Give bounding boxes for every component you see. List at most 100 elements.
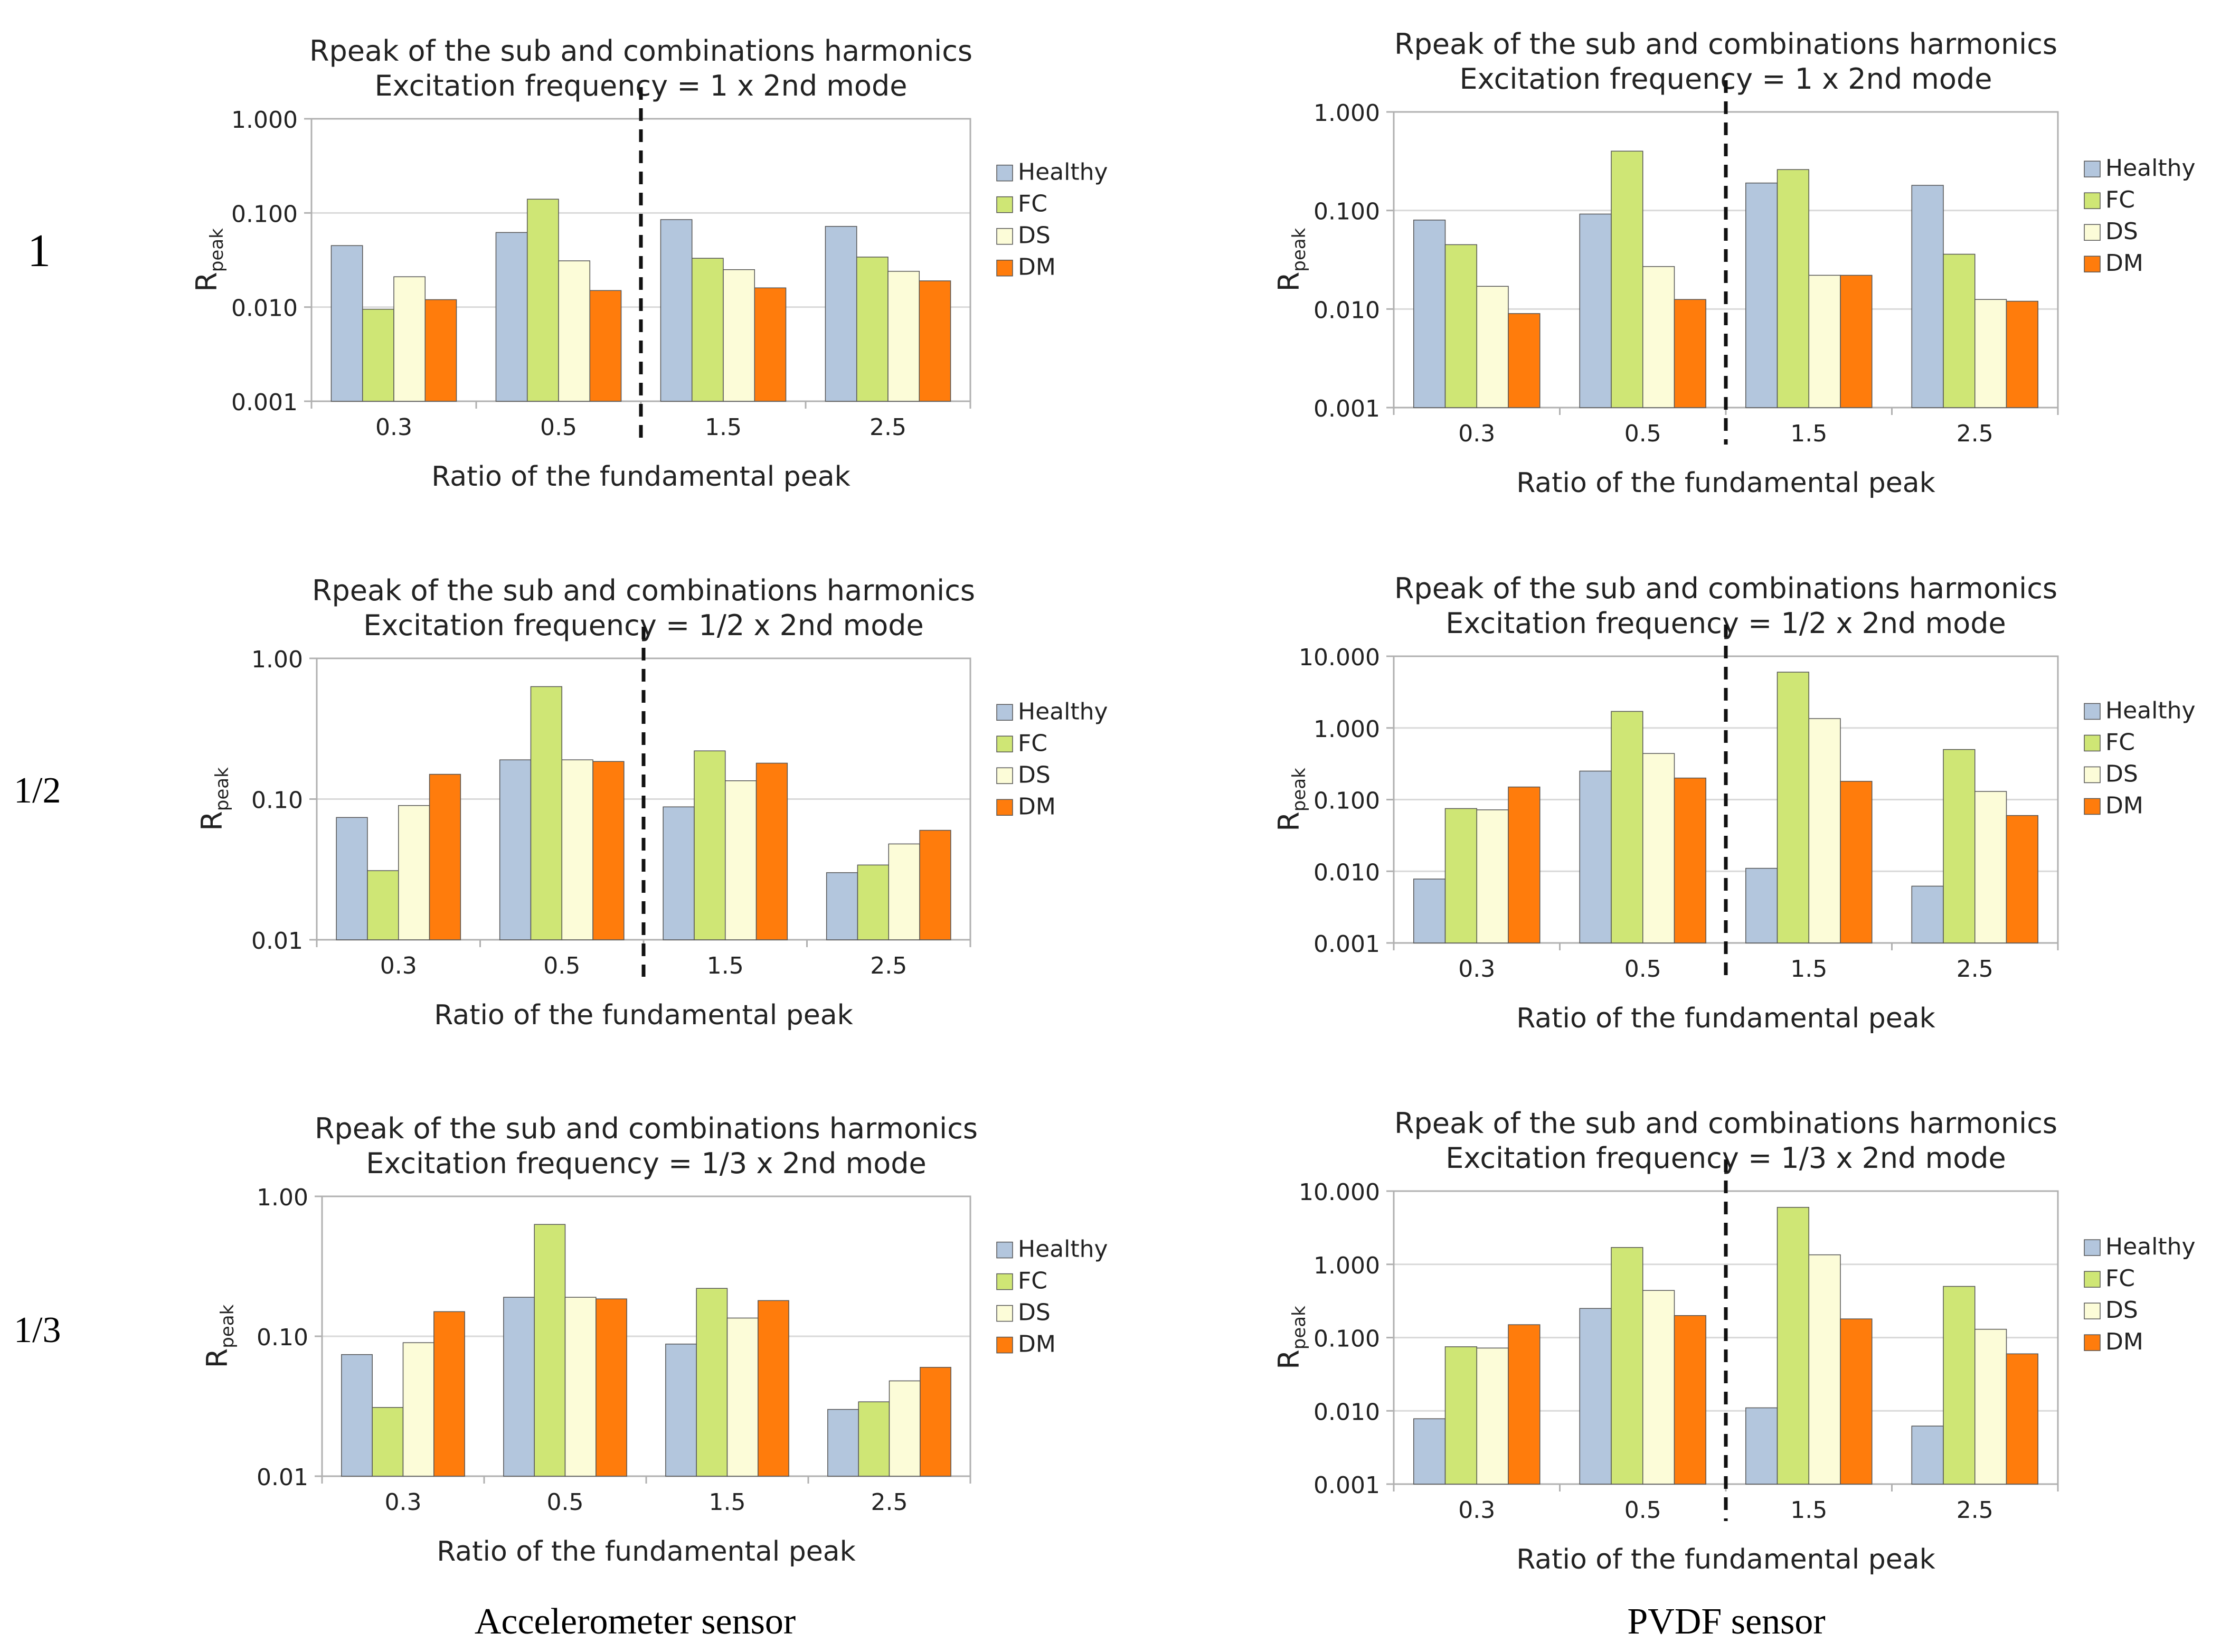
bar-healthy-0.3 [1413,220,1446,408]
bar-healthy-2.5 [826,872,858,940]
legend-label-fc: FC [1018,191,1047,218]
legend-label-ds: DS [2105,218,2138,245]
bar-healthy-2.5 [1911,885,1944,943]
bar-healthy-1.5 [660,219,693,402]
bar-fc-2.5 [1943,749,1976,943]
bar-ds-1.5 [1808,275,1841,408]
row-label-third: 1/3 [14,1310,61,1351]
x-tick-label: 0.5 [547,1489,584,1516]
bar-healthy-2.5 [827,1409,859,1477]
bar-healthy-0.5 [495,232,528,402]
bar-dm-0.3 [1508,786,1541,943]
legend-swatch-dm [996,259,1013,277]
y-tick-label: 0.001 [231,389,298,416]
bar-ds-0.3 [1476,286,1509,408]
chart-title: Rpeak of the sub and combinations harmon… [1394,27,2057,61]
x-axis-label: Ratio of the fundamental peak [431,461,850,493]
chart-3: Rpeak of the sub and combinations harmon… [1272,572,2196,1034]
bar-fc-2.5 [856,257,889,402]
bar-fc-0.5 [534,1224,566,1477]
y-tick-label: 0.010 [1314,297,1380,324]
legend-swatch-ds [996,228,1013,245]
bar-fc-0.3 [367,870,399,940]
y-tick-label: 0.100 [231,201,298,228]
bar-dm-0.5 [1674,777,1707,943]
x-tick-label: 1.5 [705,414,742,441]
bar-healthy-0.3 [330,245,363,402]
y-tick-label: 0.100 [1314,199,1380,225]
bar-fc-2.5 [857,864,889,940]
legend-label-fc: FC [2105,1265,2135,1292]
legend-label-dm: DM [2105,1328,2143,1355]
legend-swatch-fc [996,735,1013,753]
bar-ds-1.5 [723,269,755,402]
y-tick-label: 1.000 [1314,716,1380,743]
bar-fc-2.5 [858,1401,890,1477]
bar-ds-0.3 [393,276,426,402]
y-tick-label: 0.10 [257,1324,308,1351]
legend-swatch-dm [996,799,1013,816]
legend-label-dm: DM [2105,792,2143,819]
bar-healthy-2.5 [825,226,857,402]
chart-title: Rpeak of the sub and combinations harmon… [1394,1107,2057,1140]
y-tick-label: 1.000 [1314,100,1380,127]
legend-label-ds: DS [1018,1299,1051,1326]
y-axis-label: Rpeak [201,1304,238,1368]
bar-healthy-0.3 [336,817,368,940]
bar-healthy-0.5 [1579,1308,1612,1485]
x-tick-label: 0.3 [375,414,412,441]
x-tick-label: 0.5 [543,952,580,979]
bar-dm-2.5 [2006,1353,2039,1485]
bar-dm-2.5 [2006,815,2039,943]
y-tick-label: 1.00 [251,646,303,673]
x-tick-label: 2.5 [870,952,907,979]
bar-dm-0.5 [596,1298,627,1477]
bar-dm-1.5 [1840,1318,1873,1485]
legend-label-healthy: Healthy [2105,1233,2196,1260]
y-tick-label: 1.000 [231,107,298,134]
x-tick-label: 2.5 [1957,420,1993,447]
bar-fc-0.5 [530,686,563,940]
bar-ds-2.5 [1974,791,2007,943]
x-axis-label: Ratio of the fundamental peak [434,999,853,1031]
x-tick-label: 1.5 [709,1489,746,1516]
bar-fc-0.3 [1444,244,1477,408]
chart-title: Rpeak of the sub and combinations harmon… [315,1112,978,1145]
chart-1: Rpeak of the sub and combinations harmon… [1272,27,2196,499]
legend-swatch-fc [2084,734,2101,752]
bar-healthy-0.5 [503,1297,535,1477]
bar-dm-0.3 [429,773,461,940]
legend-swatch-fc [2084,192,2101,209]
y-tick-label: 0.010 [1314,1399,1380,1426]
legend-label-dm: DM [2105,250,2143,277]
bar-dm-2.5 [919,280,951,402]
chart-subtitle: Excitation frequency = 1/3 x 2nd mode [366,1147,926,1180]
bar-ds-1.5 [726,1317,759,1477]
bar-fc-0.5 [1611,1247,1643,1485]
bar-healthy-1.5 [665,1343,697,1477]
legend-label-dm: DM [1018,1331,1056,1358]
y-tick-label: 0.100 [1314,1326,1380,1353]
chart-0: Rpeak of the sub and combinations harmon… [190,34,1108,493]
bar-healthy-0.5 [1579,213,1612,408]
x-tick-label: 0.3 [1458,420,1495,447]
x-tick-label: 0.5 [1624,956,1661,983]
bar-dm-2.5 [920,1367,951,1477]
legend-label-fc: FC [1018,1268,1047,1295]
x-tick-label: 0.3 [380,952,417,979]
y-tick-label: 0.10 [251,787,303,814]
bar-ds-1.5 [725,780,757,940]
x-tick-label: 0.5 [540,414,577,441]
x-tick-label: 0.5 [1624,1497,1661,1524]
legend-label-dm: DM [1018,254,1056,281]
legend-swatch-healthy [2084,703,2101,720]
bar-healthy-2.5 [1911,185,1944,408]
legend-swatch-fc [996,1273,1013,1290]
chart-title: Rpeak of the sub and combinations harmon… [312,574,975,607]
chart-2: Rpeak of the sub and combinations harmon… [195,574,1108,1031]
bar-healthy-0.5 [499,759,532,940]
bar-dm-0.3 [1508,313,1541,408]
bar-ds-0.5 [1642,1290,1675,1485]
bar-dm-0.3 [433,1311,465,1477]
